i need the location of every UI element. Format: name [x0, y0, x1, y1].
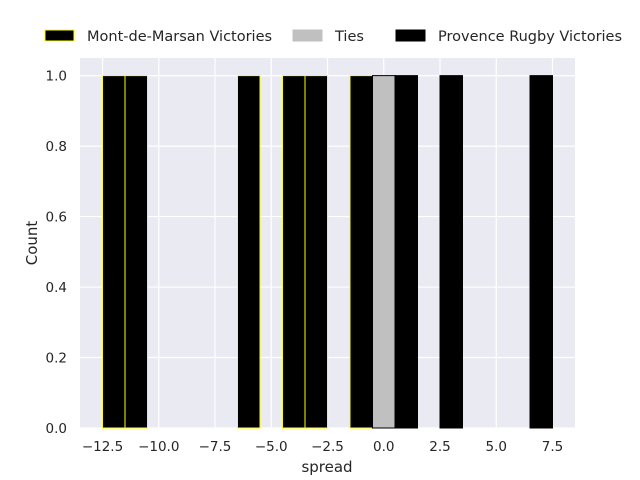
bar-series-0: [237, 75, 261, 429]
bar-series-1: [372, 75, 396, 429]
legend: Mont-de-Marsan Victories Ties Provence Rug…: [44, 29, 622, 45]
y-tick-label: 0.8: [46, 139, 67, 155]
legend-swatch: [395, 29, 426, 42]
x-tick-label: −12.5: [82, 439, 123, 455]
bar-series-0: [304, 75, 328, 429]
bar-series-0: [349, 75, 373, 429]
y-axis-label: Count: [23, 221, 41, 266]
bar-series-2: [529, 75, 553, 429]
x-tick-label: 2.5: [429, 439, 450, 455]
legend-swatch: [292, 29, 323, 42]
x-tick-label: −2.5: [311, 439, 344, 455]
x-tick-label: 5.0: [486, 439, 507, 455]
x-tick-label: 7.5: [542, 439, 563, 455]
legend-entry-label: Ties: [334, 29, 364, 45]
y-tick-label: 1.0: [46, 69, 67, 85]
x-axis-label: spread: [301, 458, 352, 476]
x-tick-label: −5.0: [255, 439, 288, 455]
legend-entry-label: Mont-de-Marsan Victories: [87, 29, 272, 45]
bar-series-0: [282, 75, 306, 429]
y-tick-label: 0.2: [46, 351, 67, 367]
bar-series-2: [439, 75, 463, 429]
y-axis-ticks: 0.0 0.2 0.4 0.6 0.8 1.0: [46, 69, 67, 437]
legend-entry-label: Provence Rugby Victories: [438, 29, 622, 45]
y-tick-label: 0.4: [46, 280, 67, 296]
bars: [102, 75, 553, 429]
bar-series-2: [394, 75, 418, 429]
x-tick-label: −10.0: [138, 439, 179, 455]
x-tick-label: −7.5: [199, 439, 232, 455]
legend-swatch: [44, 29, 75, 42]
x-axis-ticks: −12.5 −10.0 −7.5 −5.0 −2.5 0.0 2.5 5.0 7.5: [82, 439, 563, 455]
bar-series-0: [102, 75, 126, 429]
y-tick-label: 0.6: [46, 210, 67, 226]
y-tick-label: 0.0: [46, 421, 67, 437]
bar-series-0: [124, 75, 148, 429]
x-tick-label: 0.0: [373, 439, 394, 455]
